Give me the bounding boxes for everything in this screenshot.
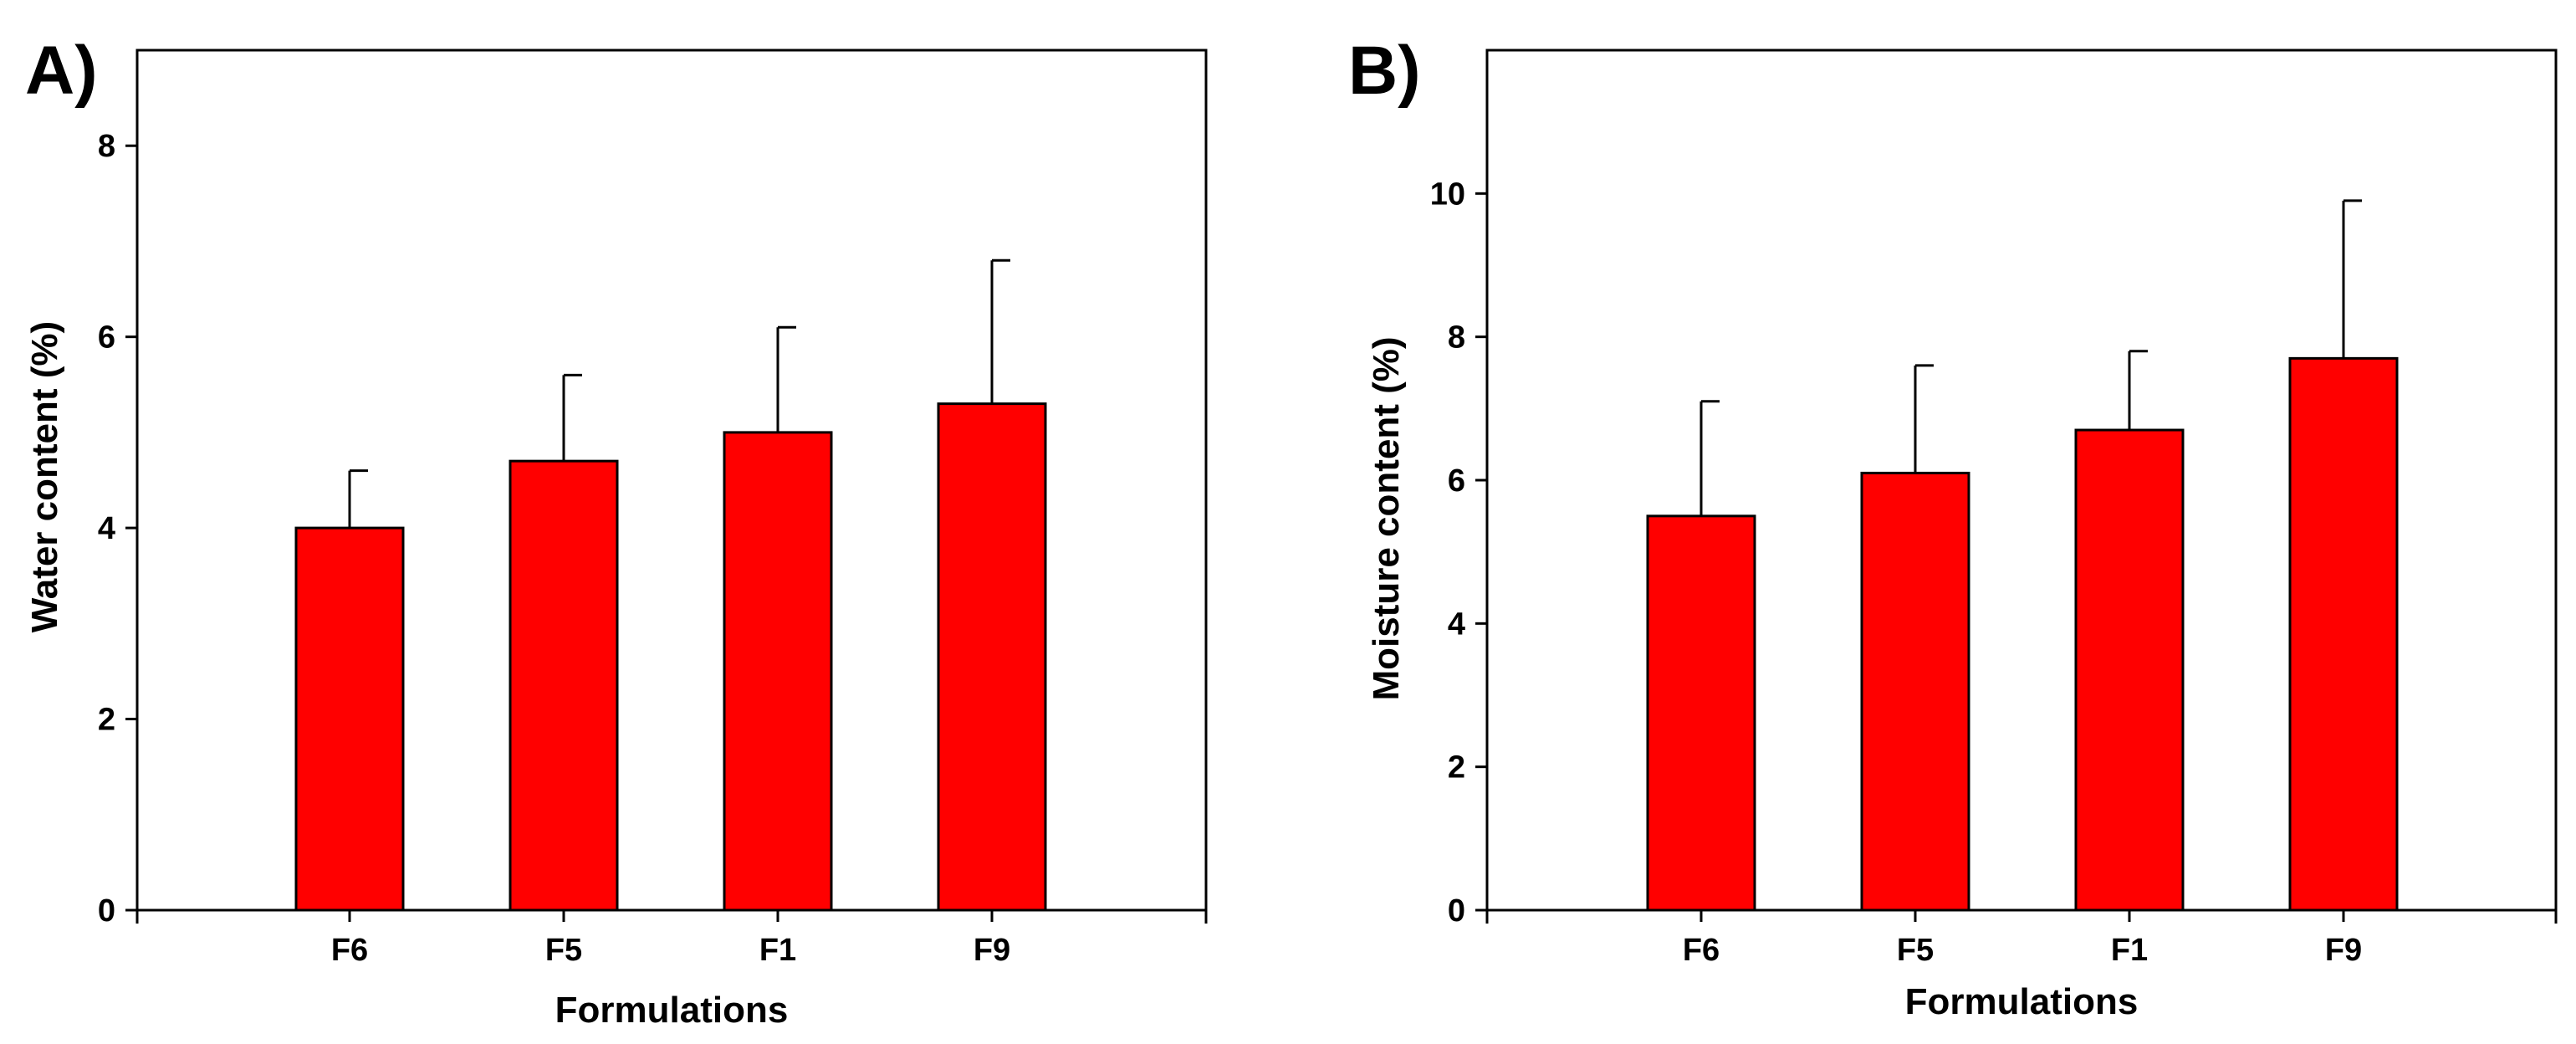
- panel-a-x-tick-label-f5: F5: [545, 933, 582, 968]
- panel-b-x-tick-label-f9: F9: [2325, 933, 2362, 968]
- panel-a-chart: A) Water content (%) Formulations 0 2 4 6 8 F…: [24, 33, 1208, 1031]
- panel-a-label: A): [25, 33, 98, 109]
- panel-b-y-tick-label: 4: [1448, 606, 1465, 642]
- panel-a-y-tick-label: 8: [98, 129, 115, 164]
- panel-a-x-tick-label-f1: F1: [759, 933, 796, 968]
- panel-a-y-tick-label: 2: [98, 703, 115, 738]
- panel-b-bar-f9: [2288, 356, 2399, 912]
- panel-b-label: B): [1348, 33, 1421, 109]
- panel-a-y-tick-label: 0: [98, 893, 115, 929]
- panel-b-chart: B) Moisture content (%) Formulations 0 2 4…: [1348, 33, 2558, 1022]
- panel-a-bar-f1: [723, 431, 833, 912]
- panel-a-bar-f6: [294, 526, 405, 912]
- panel-b-x-tick-label-f6: F6: [1683, 933, 1720, 968]
- panel-a-x-axis-title: Formulations: [555, 990, 789, 1031]
- panel-b-x-axis-title: Formulations: [1905, 981, 2139, 1022]
- panel-a-y-tick-label: 6: [98, 320, 115, 356]
- panel-b-y-axis-title: Moisture content (%): [1366, 336, 1407, 700]
- panel-a-y-axis-title: Water content (%): [24, 321, 65, 632]
- panel-b-y-tick-label: 6: [1448, 463, 1465, 499]
- panel-a-y-tick-label: 4: [98, 511, 115, 546]
- panel-b-bar-f6: [1646, 514, 1756, 912]
- panel-a-bar-f9: [937, 402, 1047, 912]
- panel-a-bar-f5: [509, 459, 619, 912]
- panel-b-x-tick-label-f1: F1: [2111, 933, 2148, 968]
- panel-b-bar-f1: [2074, 428, 2185, 912]
- panel-b-y-tick-label: 2: [1448, 750, 1465, 786]
- panel-b-y-tick-label: 8: [1448, 320, 1465, 356]
- panel-a-x-tick-label-f6: F6: [331, 933, 368, 968]
- panel-b-y-tick-label: 10: [1430, 177, 1465, 212]
- panel-b-bar-f5: [1860, 471, 1970, 912]
- panel-b-y-tick-label: 0: [1448, 893, 1465, 929]
- panel-a-x-tick-label-f9: F9: [974, 933, 1010, 968]
- panel-b-x-tick-label-f5: F5: [1897, 933, 1934, 968]
- panel-a-plot-frame: [135, 49, 1208, 912]
